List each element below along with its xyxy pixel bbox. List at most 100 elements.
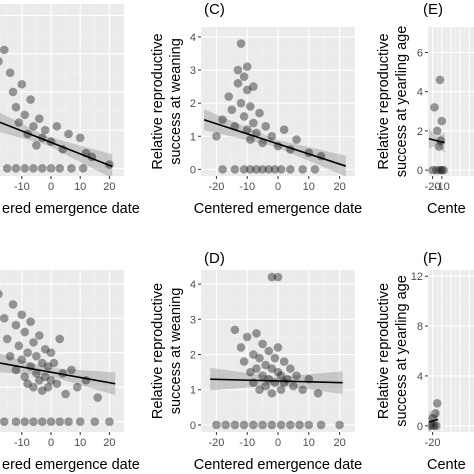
data-points [428, 75, 448, 175]
gridlines [0, 270, 124, 432]
data-point [29, 338, 38, 347]
y-axis-title-line: Relative reproductive [376, 33, 392, 169]
data-point [267, 388, 277, 398]
data-point [61, 389, 70, 399]
x-tick-label: 10 [74, 437, 86, 449]
data-point [75, 417, 85, 426]
data-point [273, 343, 283, 352]
data-point [298, 165, 307, 174]
data-point [2, 164, 12, 173]
x-tick-label: 20 [333, 181, 345, 193]
data-point [67, 365, 76, 375]
data-point [245, 102, 255, 111]
gridlines [0, 4, 124, 176]
x-tick-label: 0 [275, 181, 281, 193]
data-point [270, 353, 280, 363]
regression-line [0, 362, 116, 385]
data-point [249, 350, 258, 359]
data-point [11, 320, 21, 330]
data-point [252, 128, 261, 138]
data-point [14, 118, 24, 127]
data-point [295, 420, 304, 430]
data-point [245, 165, 255, 174]
data-point [0, 417, 9, 426]
x-tick-label: 10 [74, 181, 86, 193]
data-point [46, 348, 56, 358]
data-point [37, 358, 47, 368]
x-tick-label: -10 [14, 181, 30, 193]
data-point [304, 420, 314, 430]
data-point [239, 420, 249, 430]
x-axis-title: Centered emergence date [194, 201, 362, 217]
data-point [20, 417, 30, 426]
data-point [273, 367, 283, 377]
data-point [233, 65, 243, 75]
data-point [434, 142, 444, 151]
data-point [255, 385, 264, 395]
data-point [267, 272, 277, 282]
y-axis-title-line: Relative reproductive [150, 283, 166, 419]
y-tick-label: 1 [190, 385, 196, 397]
data-point [292, 135, 301, 144]
data-point [236, 98, 246, 108]
data-point [239, 165, 249, 174]
data-point [429, 421, 438, 431]
data-point [261, 122, 270, 131]
data-point [282, 374, 292, 384]
x-tick-label: 0 [275, 437, 281, 449]
data-point [46, 375, 56, 385]
data-point [267, 131, 277, 141]
gridlines [201, 270, 355, 432]
y-tick-label: 3 [190, 65, 196, 77]
data-point [258, 339, 267, 349]
data-point [72, 382, 82, 392]
data-point [310, 165, 320, 174]
x-axis-title: ered emergence date [2, 457, 140, 473]
data-point [29, 382, 38, 392]
y-axis-title-line: success at yearling age [394, 275, 410, 427]
data-point [40, 372, 50, 382]
data-point [64, 417, 73, 426]
data-point [23, 348, 32, 358]
data-point [90, 417, 100, 426]
regression-line [428, 137, 445, 144]
data-point [43, 362, 53, 371]
y-tick-label: 4 [417, 371, 423, 383]
data-point [20, 110, 30, 120]
data-point [249, 118, 258, 128]
data-point [40, 344, 50, 354]
scatter-panel-0: -10 0 10 20 ered emergence date [0, 4, 140, 217]
data-point [5, 351, 15, 361]
data-point [58, 369, 67, 378]
data-point [261, 381, 270, 391]
data-point [267, 420, 277, 430]
data-point [255, 108, 264, 118]
scatter-panel-2: -20-10 0 2 4 6 Cente Relative reproductive succ… [376, 1, 474, 217]
data-point [439, 165, 448, 175]
data-point [64, 129, 73, 139]
data-point [264, 165, 274, 174]
data-point [313, 388, 323, 398]
data-point [233, 78, 243, 88]
data-point [221, 420, 230, 430]
data-point [0, 313, 9, 323]
data-point [17, 79, 27, 89]
data-point [52, 379, 62, 389]
x-tick-label: 0 [48, 181, 54, 193]
y-axis-title-line: Relative reproductive [150, 33, 166, 169]
y-tick-label: 0 [190, 420, 196, 432]
data-points [0, 45, 114, 173]
x-tick-label: -10 [239, 437, 255, 449]
data-point [276, 385, 286, 395]
data-point [335, 420, 344, 430]
data-point [258, 420, 267, 430]
y-tick-label: 4 [190, 32, 196, 44]
regression-line [203, 118, 347, 167]
data-point [276, 165, 286, 174]
panel-label: (E) [423, 1, 443, 18]
data-point [212, 420, 221, 430]
y-axis-title-line: success at weaning [168, 288, 184, 415]
x-tick-label: -20 [208, 181, 224, 193]
x-tick-label: 0 [48, 437, 54, 449]
x-tick-label: -20 [425, 437, 441, 449]
